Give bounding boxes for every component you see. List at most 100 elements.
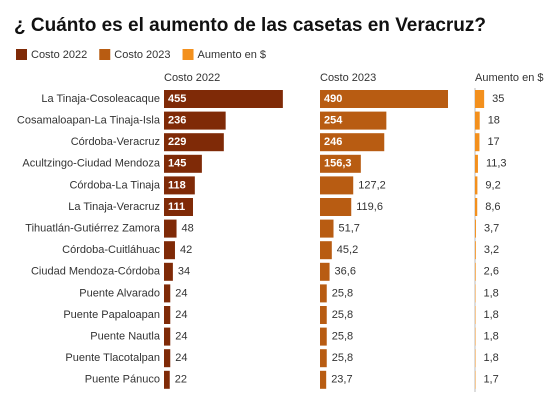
value-label: 236 xyxy=(168,115,186,127)
bar xyxy=(164,370,170,389)
bar xyxy=(164,90,283,108)
value-label: 8,6 xyxy=(485,201,500,213)
bar xyxy=(320,111,387,130)
value-label: 254 xyxy=(324,115,343,127)
value-label: 24 xyxy=(175,331,187,343)
bar xyxy=(475,133,480,152)
value-label: 111 xyxy=(168,201,185,213)
bar xyxy=(475,262,476,281)
bar xyxy=(320,284,327,303)
bar xyxy=(320,219,334,238)
bar xyxy=(164,241,175,260)
value-label: 118 xyxy=(168,179,186,191)
legend-label: Costo 2023 xyxy=(114,49,170,61)
value-label: 42 xyxy=(180,244,192,256)
category-label: Puente Tlacotalpan xyxy=(65,352,160,364)
value-label: 9,2 xyxy=(485,179,500,191)
value-label: 34 xyxy=(178,266,190,278)
bar xyxy=(320,327,327,346)
legend-swatch xyxy=(182,49,194,60)
category-label: Puente Papaloapan xyxy=(63,309,160,321)
bar xyxy=(320,349,327,368)
bar xyxy=(164,349,171,368)
category-label: Córdoba-Veracruz xyxy=(71,136,160,148)
value-label: 51,7 xyxy=(339,223,360,235)
value-label: 1,8 xyxy=(483,287,498,299)
bar xyxy=(475,111,480,130)
value-label: 145 xyxy=(168,158,186,170)
category-label: La Tinaja-Cosoleacaque xyxy=(41,93,160,105)
value-label: 25,8 xyxy=(332,331,353,343)
value-label: 11,3 xyxy=(486,158,507,170)
chart-title: ¿ Cuánto es el aumento de las casetas en… xyxy=(14,15,486,36)
bar xyxy=(475,241,476,260)
value-label: 455 xyxy=(168,93,186,105)
category-label: Cosamaloapan-La Tinaja-Isla xyxy=(17,115,161,127)
value-label: 17 xyxy=(487,136,499,148)
value-label: 22 xyxy=(175,374,187,386)
bar xyxy=(320,241,332,260)
legend-swatch xyxy=(99,49,111,60)
category-label: Puente Pánuco xyxy=(85,374,160,386)
value-label: 36,6 xyxy=(335,266,356,278)
bar xyxy=(164,176,195,195)
bar xyxy=(475,219,476,238)
value-label: 229 xyxy=(168,136,186,148)
value-label: 3,7 xyxy=(484,223,499,235)
column-header: Aumento en $ xyxy=(475,72,544,84)
column-header: Costo 2023 xyxy=(320,72,376,84)
value-label: 18 xyxy=(488,115,500,127)
bar xyxy=(164,133,224,152)
bar xyxy=(475,176,478,195)
bar xyxy=(320,306,327,324)
bar xyxy=(475,154,478,173)
value-label: 23,7 xyxy=(331,374,352,386)
category-label: Puente Nautla xyxy=(90,331,161,343)
value-label: 35 xyxy=(492,93,504,105)
value-label: 48 xyxy=(182,223,194,235)
legend-swatch xyxy=(16,49,27,60)
value-label: 1,8 xyxy=(483,352,498,364)
bar xyxy=(320,154,361,173)
bar xyxy=(320,370,327,389)
bar xyxy=(164,154,202,173)
bar xyxy=(164,111,226,130)
bar xyxy=(164,198,193,216)
category-label: Tihuatlán-Gutiérrez Zamora xyxy=(25,223,161,235)
value-label: 246 xyxy=(324,136,342,148)
bar xyxy=(320,176,354,195)
value-label: 3,2 xyxy=(484,244,499,256)
value-label: 25,8 xyxy=(332,352,353,364)
value-label: 1,7 xyxy=(483,374,498,386)
value-label: 156,3 xyxy=(324,158,352,170)
bar xyxy=(164,306,171,324)
bar xyxy=(320,133,385,152)
value-label: 1,8 xyxy=(483,309,498,321)
category-label: La Tinaja-Veracruz xyxy=(68,201,160,213)
legend-label: Aumento en $ xyxy=(198,49,267,61)
category-label: Córdoba-La Tinaja xyxy=(69,179,160,191)
bar xyxy=(320,198,352,216)
bar xyxy=(475,198,478,216)
category-label: Puente Alvarado xyxy=(79,287,160,299)
value-label: 119,6 xyxy=(356,201,383,213)
category-label: Córdoba-Cuitláhuac xyxy=(62,244,160,256)
value-label: 127,2 xyxy=(358,179,386,191)
bar xyxy=(164,327,171,346)
value-label: 490 xyxy=(324,93,342,105)
value-label: 24 xyxy=(175,309,187,321)
legend-label: Costo 2022 xyxy=(31,49,87,61)
bar xyxy=(320,262,330,281)
bar xyxy=(164,262,173,281)
bar xyxy=(475,90,485,108)
bar xyxy=(164,219,177,238)
value-label: 24 xyxy=(175,352,187,364)
value-label: 25,8 xyxy=(332,309,353,321)
column-header: Costo 2022 xyxy=(164,72,220,84)
value-label: 24 xyxy=(175,287,187,299)
value-label: 45,2 xyxy=(337,244,358,256)
value-label: 25,8 xyxy=(332,287,353,299)
bar xyxy=(164,284,171,303)
category-label: Ciudad Mendoza-Córdoba xyxy=(31,266,161,278)
